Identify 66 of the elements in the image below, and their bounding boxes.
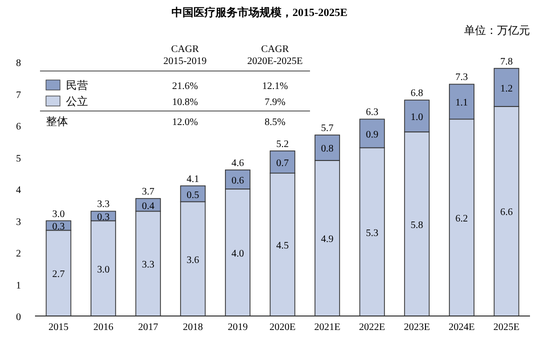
annotation: 12.1%: [262, 81, 288, 92]
total-label: 5.2: [276, 138, 289, 150]
data-label: 1.1: [455, 98, 468, 109]
x-tick-label: 2015: [48, 322, 69, 333]
x-tick-label: 2020E: [269, 322, 296, 333]
data-label: 6.6: [500, 207, 513, 218]
data-label: 0.7: [276, 158, 289, 170]
x-tick-label: 2024E: [448, 322, 475, 333]
annotation: 21.6%: [172, 81, 198, 92]
total-label: 3.7: [142, 186, 154, 198]
data-label: 3.6: [186, 254, 200, 266]
data-label: 3.0: [97, 264, 110, 276]
y-tick-label: 8: [16, 58, 21, 69]
data-label: 0.6: [231, 175, 244, 186]
total-label: 6.8: [410, 88, 424, 100]
y-tick-label: 7: [16, 90, 21, 101]
y-tick-label: 6: [16, 122, 21, 132]
data-label: 0.8: [321, 144, 334, 155]
x-tick-label: 2017: [138, 322, 158, 333]
total-label: 3.3: [97, 199, 110, 210]
total-label: 4.6: [231, 158, 244, 169]
annotation: CAGR 2015-2019: [163, 44, 207, 67]
data-label: 5.3: [366, 228, 378, 239]
total-label: 6.3: [366, 107, 378, 118]
annotation: 7.9%: [264, 97, 286, 108]
y-tick-label: 0: [16, 312, 21, 323]
x-tick-label: 2021E: [314, 322, 340, 333]
legend-label: 民营: [66, 79, 88, 92]
y-tick-label: 3: [16, 216, 21, 228]
data-label: 0.3: [52, 222, 65, 233]
data-label: 4.9: [321, 234, 334, 246]
data-label: 1.0: [410, 112, 424, 123]
x-tick-label: 2019: [228, 322, 248, 333]
y-tick-label: 1: [16, 280, 21, 292]
annotation: 8.5%: [264, 117, 286, 128]
annotation: 整体: [46, 116, 68, 128]
y-tick-label: 4: [16, 185, 21, 196]
data-label: 4.5: [276, 240, 289, 252]
data-label: 0.9: [366, 129, 378, 140]
y-tick-label: 2: [16, 248, 21, 260]
total-label: 3.0: [52, 208, 65, 220]
data-label: 0.3: [97, 212, 110, 223]
x-tick-label: 2018: [182, 322, 203, 333]
x-tick-label: 2025E: [493, 322, 520, 333]
x-tick-label: 2023E: [404, 322, 430, 333]
total-label: 7.3: [455, 72, 468, 84]
total-label: 7.8: [500, 56, 513, 68]
annotation: 10.8%: [172, 97, 198, 108]
x-tick-label: 2016: [93, 322, 114, 333]
data-label: 4.0: [231, 248, 244, 260]
data-label: 3.3: [142, 260, 154, 271]
data-label: 6.2: [455, 214, 468, 225]
data-label: 2.7: [52, 269, 65, 280]
data-label: 1.2: [500, 83, 513, 94]
data-label: 0.4: [142, 200, 154, 212]
legend-label: 公立: [66, 95, 88, 108]
annotation: 12.0%: [172, 117, 198, 128]
chart-title: 中国医疗服务市场规模，2015-2025E: [172, 6, 348, 19]
text: 单位：万亿元: [464, 24, 530, 37]
total-label: 5.7: [321, 123, 334, 134]
total-label: 4.1: [186, 174, 200, 185]
data-label: 5.8: [410, 220, 424, 231]
annotation: CAGR 2020E-2025E: [247, 44, 303, 67]
y-tick-label: 5: [16, 153, 21, 164]
x-tick-label: 2022E: [359, 322, 386, 333]
data-label: 0.5: [186, 190, 200, 201]
